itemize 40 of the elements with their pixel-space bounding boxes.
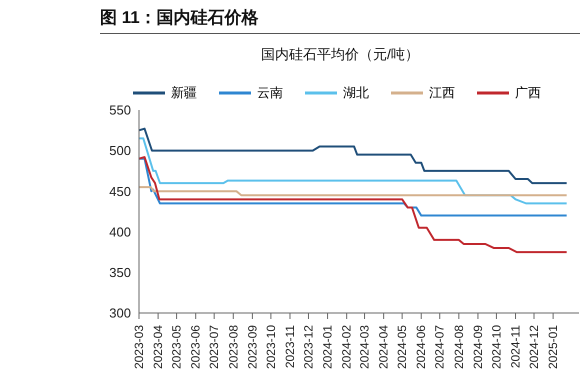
x-tick-label: 2025-01 — [546, 324, 560, 370]
x-tick-label: 2024-10 — [489, 324, 504, 370]
x-tick-label: 2023-05 — [170, 324, 184, 370]
x-tick-label: 2023-06 — [188, 324, 203, 370]
x-tick-label: 2024-03 — [358, 324, 372, 370]
y-tick-label: 300 — [109, 306, 131, 321]
x-tick-label: 2023-12 — [301, 324, 316, 370]
x-tick-label: 2024-06 — [414, 324, 428, 370]
y-tick-label: 400 — [109, 224, 131, 240]
x-tick-label: 2024-04 — [376, 324, 391, 370]
legend-label: 江西 — [429, 84, 455, 102]
line-series — [139, 128, 568, 184]
x-tick-label: 2024-12 — [527, 324, 542, 370]
legend-label: 新疆 — [171, 84, 197, 102]
legend-label: 湖北 — [343, 84, 369, 102]
line-series — [139, 158, 568, 217]
x-tick-label: 2024-01 — [320, 324, 335, 370]
x-tick-label: 2023-08 — [226, 324, 240, 370]
chart-title: 图 11：国内硅石价格 — [100, 6, 580, 34]
x-tick-label: 2023-10 — [264, 324, 278, 370]
x-tick-label: 2024-11 — [508, 324, 523, 368]
x-tick-label: 2024-02 — [340, 324, 354, 370]
y-tick-label: 500 — [109, 143, 131, 158]
x-tick-label: 2023-03 — [132, 324, 146, 370]
x-tick-label: 2024-08 — [452, 324, 466, 370]
x-tick-label: 2024-05 — [395, 324, 410, 370]
line-series — [139, 137, 568, 204]
x-tick-label: 2024-07 — [432, 324, 447, 370]
legend-label: 云南 — [257, 84, 283, 102]
chart-subtitle: 国内硅石平均价（元/吨） — [260, 46, 420, 64]
y-tick-label: 450 — [109, 184, 131, 199]
y-tick-label: 550 — [109, 102, 131, 118]
x-tick-label: 2023-11 — [282, 324, 297, 368]
legend-label: 广西 — [515, 84, 541, 102]
x-tick-label: 2023-07 — [207, 324, 222, 370]
y-tick-label: 350 — [109, 265, 131, 280]
line-series — [139, 156, 568, 254]
x-tick-label: 2023-09 — [245, 324, 260, 370]
x-tick-label: 2024-09 — [470, 324, 485, 370]
x-tick-label: 2023-04 — [151, 324, 166, 370]
